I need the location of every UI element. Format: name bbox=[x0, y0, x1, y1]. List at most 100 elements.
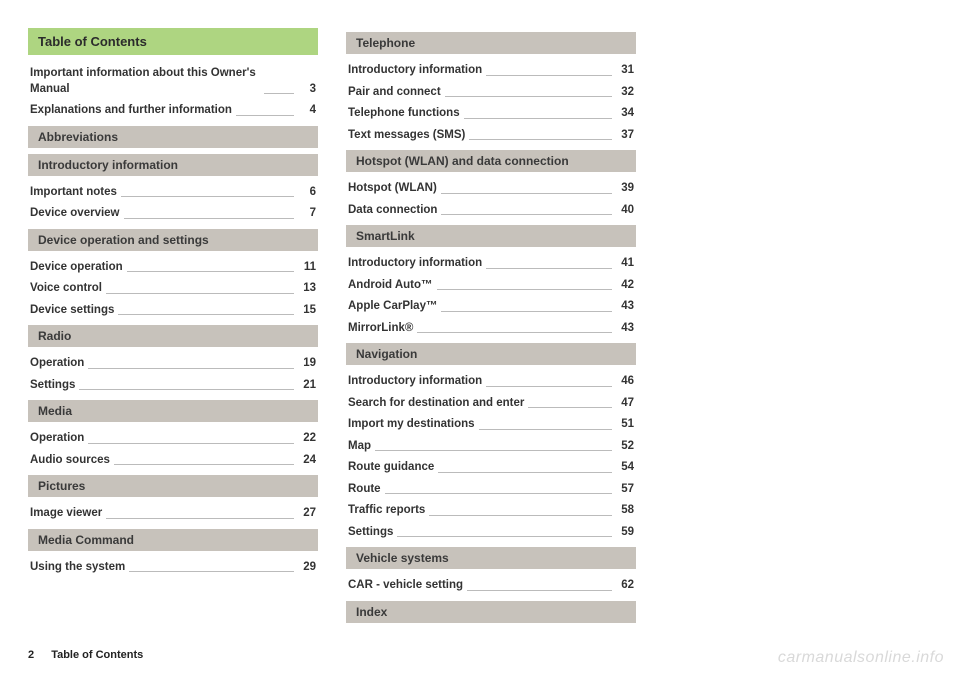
toc-leader bbox=[438, 472, 612, 473]
toc-entry-page: 57 bbox=[616, 482, 634, 498]
toc-entry-page: 37 bbox=[616, 128, 634, 144]
section-header: Telephone bbox=[346, 32, 636, 54]
toc-entry[interactable]: Apple CarPlay™43 bbox=[346, 296, 636, 318]
toc-entry[interactable]: Explanations and further information4 bbox=[28, 100, 318, 122]
toc-entry-page: 62 bbox=[616, 578, 634, 594]
toc-entry[interactable]: Hotspot (WLAN)39 bbox=[346, 178, 636, 200]
toc-leader bbox=[127, 271, 294, 272]
toc-entry-page: 24 bbox=[298, 453, 316, 469]
toc-entry[interactable]: Map52 bbox=[346, 436, 636, 458]
toc-entry-page: 15 bbox=[298, 303, 316, 319]
toc-entry-page: 32 bbox=[616, 85, 634, 101]
toc-entry-label: Telephone functions bbox=[348, 106, 460, 122]
page-number: 2 bbox=[28, 649, 34, 661]
toc-entry[interactable]: Voice control13 bbox=[28, 278, 318, 300]
toc-entry[interactable]: Settings21 bbox=[28, 375, 318, 397]
toc-leader bbox=[121, 196, 294, 197]
toc-entry-label: Device settings bbox=[30, 303, 114, 319]
toc-leader bbox=[397, 536, 612, 537]
toc-entry-label: Audio sources bbox=[30, 453, 110, 469]
toc-entry-label: Settings bbox=[30, 378, 75, 394]
toc-entry[interactable]: Telephone functions 34 bbox=[346, 103, 636, 125]
toc-entry[interactable]: Introductory information 46 bbox=[346, 371, 636, 393]
toc-entry[interactable]: Android Auto™42 bbox=[346, 275, 636, 297]
toc-col1-sections: AbbreviationsIntroductory informationImp… bbox=[28, 122, 318, 579]
toc-entry[interactable]: Operation 19 bbox=[28, 353, 318, 375]
toc-pre-entries: Important information about this Owner's… bbox=[28, 63, 318, 122]
toc-entry-label: Traffic reports bbox=[348, 503, 425, 519]
toc-entry[interactable]: Important information about this Owner's… bbox=[28, 63, 318, 100]
toc-leader bbox=[429, 515, 612, 516]
toc-leader bbox=[445, 96, 612, 97]
toc-entry[interactable]: Introductory information 31 bbox=[346, 60, 636, 82]
toc-leader bbox=[441, 214, 612, 215]
toc-leader bbox=[486, 268, 612, 269]
toc-entry-label: Important information about this Owner's… bbox=[30, 66, 260, 97]
toc-entry-page: 4 bbox=[298, 103, 316, 119]
toc-entry-label: Introductory information bbox=[348, 374, 482, 390]
toc-entry[interactable]: Device overview7 bbox=[28, 203, 318, 225]
toc-entry-label: Introductory information bbox=[348, 256, 482, 272]
toc-entry[interactable]: MirrorLink®43 bbox=[346, 318, 636, 340]
toc-entry[interactable]: Device operation11 bbox=[28, 257, 318, 279]
toc-entry[interactable]: Image viewer27 bbox=[28, 503, 318, 525]
toc-entry[interactable]: Device settings 15 bbox=[28, 300, 318, 322]
toc-entry-page: 46 bbox=[616, 374, 634, 390]
toc-leader bbox=[441, 311, 612, 312]
toc-leader bbox=[236, 115, 294, 116]
toc-entry-label: Introductory information bbox=[348, 63, 482, 79]
toc-entry[interactable]: Import my destinations51 bbox=[346, 414, 636, 436]
toc-entry[interactable]: Traffic reports58 bbox=[346, 500, 636, 522]
toc-entry-page: 41 bbox=[616, 256, 634, 272]
toc-entry-page: 19 bbox=[298, 356, 316, 372]
toc-entry[interactable]: Text messages (SMS)37 bbox=[346, 125, 636, 147]
toc-entry[interactable]: Settings59 bbox=[346, 522, 636, 544]
section-header: SmartLink bbox=[346, 225, 636, 247]
toc-leader bbox=[385, 493, 612, 494]
toc-leader bbox=[479, 429, 612, 430]
toc-entry-label: Pair and connect bbox=[348, 85, 441, 101]
toc-entry-page: 42 bbox=[616, 278, 634, 294]
toc-leader bbox=[106, 293, 294, 294]
toc-entry[interactable]: Using the system29 bbox=[28, 557, 318, 579]
toc-leader bbox=[124, 218, 294, 219]
toc-entry[interactable]: Audio sources 24 bbox=[28, 450, 318, 472]
toc-entry-page: 29 bbox=[298, 560, 316, 576]
toc-entry[interactable]: Search for destination and enter47 bbox=[346, 393, 636, 415]
toc-leader bbox=[464, 118, 612, 119]
toc-entry[interactable]: Route57 bbox=[346, 479, 636, 501]
section-header: Introductory information bbox=[28, 154, 318, 176]
toc-entry-page: 27 bbox=[298, 506, 316, 522]
toc-leader bbox=[264, 93, 294, 94]
toc-entry-page: 43 bbox=[616, 299, 634, 315]
toc-entry-page: 43 bbox=[616, 321, 634, 337]
toc-entry-page: 54 bbox=[616, 460, 634, 476]
toc-entry[interactable]: Pair and connect 32 bbox=[346, 82, 636, 104]
page-footer: 2 Table of Contents bbox=[28, 649, 143, 661]
toc-leader bbox=[437, 289, 612, 290]
toc-entry[interactable]: Important notes6 bbox=[28, 182, 318, 204]
toc-entry[interactable]: Operation22 bbox=[28, 428, 318, 450]
footer-text: Table of Contents bbox=[51, 649, 143, 661]
toc-entry-page: 11 bbox=[298, 260, 316, 276]
watermark: carmanualsonline.info bbox=[778, 649, 944, 667]
toc-column-left: Table of Contents Important information … bbox=[28, 28, 318, 629]
toc-entry-page: 34 bbox=[616, 106, 634, 122]
section-header: Navigation bbox=[346, 343, 636, 365]
toc-entry[interactable]: Route guidance54 bbox=[346, 457, 636, 479]
toc-leader bbox=[441, 193, 612, 194]
toc-entry-label: Operation bbox=[30, 356, 84, 372]
toc-column-right: Telephone Introductory information 31 Pair … bbox=[346, 28, 636, 629]
toc-leader bbox=[88, 368, 294, 369]
toc-entry-page: 3 bbox=[298, 82, 316, 98]
toc-leader bbox=[88, 443, 294, 444]
toc-entry[interactable]: Data connection40 bbox=[346, 200, 636, 222]
toc-entry-label: Important notes bbox=[30, 185, 117, 201]
toc-leader bbox=[114, 464, 294, 465]
toc-entry[interactable]: Introductory information 41 bbox=[346, 253, 636, 275]
toc-entry[interactable]: CAR - vehicle setting62 bbox=[346, 575, 636, 597]
toc-entry-label: Hotspot (WLAN) bbox=[348, 181, 437, 197]
toc-entry-page: 52 bbox=[616, 439, 634, 455]
toc-entry-label: Settings bbox=[348, 525, 393, 541]
toc-entry-page: 31 bbox=[616, 63, 634, 79]
